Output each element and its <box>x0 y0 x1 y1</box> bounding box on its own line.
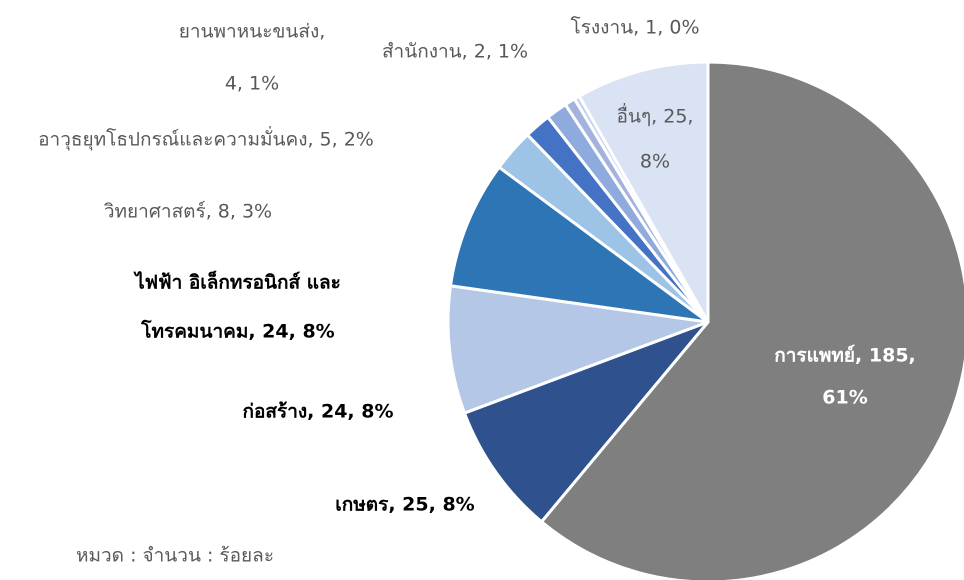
data-label: อื่นๆ, 25, <box>617 103 694 128</box>
slice <box>446 284 710 415</box>
pie <box>446 60 964 580</box>
data-label: เกษตร, 25, 8% <box>335 494 474 516</box>
slice <box>462 320 710 524</box>
data-label: สำนักงาน, 2, 1% <box>382 41 528 63</box>
data-label: วิทยาศาสตร์, 8, 3% <box>104 201 273 223</box>
data-label: ยานพาหนะขนส่ง, <box>179 21 326 43</box>
data-label: การแพทย์, 185, <box>774 345 916 367</box>
slice <box>449 165 710 324</box>
data-label: โรงงาน, 1, 0% <box>570 16 699 39</box>
data-label: 61% <box>822 387 867 409</box>
note: หมวด : จำนวน : ร้อยละ <box>76 545 274 567</box>
data-labels: การแพทย์, 185, 61% เกษตร, 25, 8% ก่อสร้าง, … <box>38 16 916 516</box>
data-label: ไฟฟ้า อิเล็กทรอนิกส์ และ <box>133 270 341 294</box>
slice <box>577 60 710 324</box>
data-label: 4, 1% <box>225 73 279 95</box>
data-label: 8% <box>640 151 670 173</box>
data-label: อาวุธยุทโธปกรณ์และความมั่นคง, 5, 2% <box>38 126 374 152</box>
data-label: ก่อสร้าง, 24, 8% <box>242 401 393 423</box>
data-label: โทรคมนาคม, 24, 8% <box>140 320 334 343</box>
